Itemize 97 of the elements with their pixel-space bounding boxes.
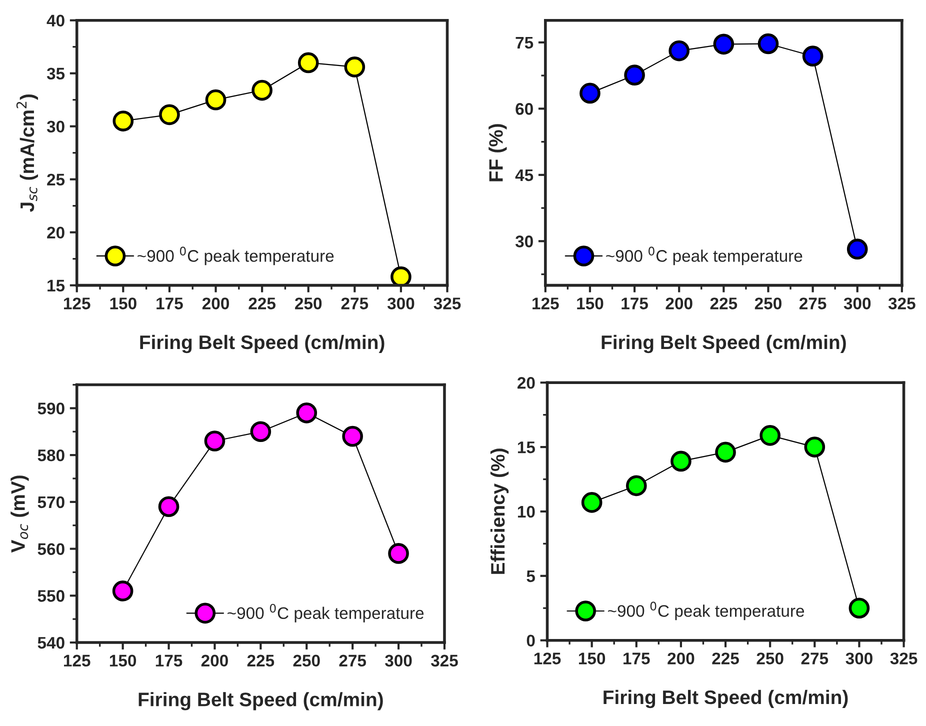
x-tick-label: 125 <box>532 298 559 310</box>
x-tick-label: 175 <box>624 652 650 664</box>
x-tick-label: 250 <box>293 654 320 667</box>
point <box>581 492 602 513</box>
x-tick-label: 225 <box>712 652 739 664</box>
point <box>205 89 226 110</box>
y-tick-label: 25 <box>47 174 65 186</box>
x-tick-label: 150 <box>578 652 606 664</box>
y-tick-label: 75 <box>516 36 534 49</box>
x-tick-label: 325 <box>888 298 916 310</box>
point <box>344 56 366 78</box>
x-tick-label: 250 <box>754 298 782 310</box>
x-tick-label: 300 <box>844 298 871 310</box>
point <box>760 425 781 446</box>
y-tick-label: 560 <box>38 543 64 555</box>
point <box>758 33 779 54</box>
x-tick-label: 175 <box>622 298 648 310</box>
point <box>668 40 690 62</box>
point <box>158 496 180 518</box>
point <box>250 421 272 442</box>
x-tick-label: 325 <box>434 298 461 310</box>
x-tick-label: 150 <box>110 654 136 667</box>
point <box>342 426 363 447</box>
y-tick-label: 40 <box>46 14 64 27</box>
y-tick-label: 10 <box>518 506 535 518</box>
point <box>252 80 272 101</box>
y-axis-title: FF (%) <box>488 124 507 182</box>
point <box>112 580 134 602</box>
x-tick-label: 125 <box>64 654 90 667</box>
x-tick-label: 150 <box>577 298 604 310</box>
point <box>296 402 318 424</box>
x-tick-label: 225 <box>710 298 738 310</box>
x-tick-label: 150 <box>110 298 136 310</box>
point <box>159 104 180 126</box>
legend-label: ~900 $^{0}$C peak temperature <box>138 246 334 266</box>
x-tick-label: 250 <box>756 652 784 664</box>
point <box>848 598 870 619</box>
x-tick-label: 225 <box>248 298 276 310</box>
y-tick-label: 20 <box>47 226 64 239</box>
y-tick-label: 15 <box>48 280 65 292</box>
x-tick-label: 200 <box>201 654 228 667</box>
x-axis-title: Firing Belt Speed (cm/min) <box>138 692 383 710</box>
point <box>390 266 412 286</box>
x-tick-label: 125 <box>534 652 561 664</box>
x-tick-label: 125 <box>64 298 90 310</box>
point <box>670 450 692 472</box>
point <box>715 442 736 463</box>
y-tick-label: 550 <box>38 590 64 602</box>
x-tick-label: 275 <box>339 654 366 667</box>
legend-label: ~900 $^{0}$C peak temperature <box>606 246 802 266</box>
y-tick-label: 580 <box>38 449 64 462</box>
point <box>804 436 826 458</box>
y-axis-title: J$_{sc}$ (mA/cm$^{2}$) <box>16 94 38 212</box>
point <box>802 46 824 67</box>
x-tick-label: 175 <box>156 298 183 310</box>
y-tick-label: 20 <box>518 377 535 389</box>
y-tick-label: 35 <box>46 68 65 80</box>
point <box>388 543 409 564</box>
x-tick-label: 275 <box>341 298 368 310</box>
x-tick-label: 300 <box>387 298 414 310</box>
x-tick-label: 275 <box>799 298 826 310</box>
point <box>624 64 645 86</box>
y-tick-label: 0 <box>526 634 535 647</box>
y-tick-label: 540 <box>38 636 64 649</box>
y-axis-title: Efficiency (%) <box>490 448 509 574</box>
x-axis-title: Firing Belt Speed (cm/min) <box>602 334 846 354</box>
point <box>713 34 734 55</box>
point <box>298 52 319 74</box>
x-tick-label: 325 <box>430 654 458 667</box>
point <box>846 238 868 260</box>
y-tick-label: 45 <box>515 169 534 182</box>
y-axis-title: V$_{oc}$ (mV) <box>10 476 29 553</box>
y-tick-label: 5 <box>526 570 535 582</box>
x-tick-label: 200 <box>668 652 694 664</box>
x-tick-label: 200 <box>202 298 229 310</box>
x-tick-label: 175 <box>156 654 182 667</box>
legend-label: ~900 $^{0}$C peak temperature <box>608 602 804 620</box>
y-tick-label: 590 <box>38 402 64 414</box>
point <box>580 82 600 104</box>
y-tick-label: 15 <box>518 442 535 454</box>
x-axis-title: Firing Belt Speed (cm/min) <box>140 334 384 354</box>
x-tick-label: 225 <box>247 654 274 667</box>
x-tick-label: 300 <box>846 652 872 664</box>
x-tick-label: 200 <box>666 298 692 310</box>
y-tick-label: 30 <box>515 236 533 248</box>
y-tick-label: 60 <box>516 103 533 115</box>
point <box>204 430 226 452</box>
point <box>112 110 134 132</box>
x-tick-label: 300 <box>385 654 412 667</box>
y-tick-label: 30 <box>46 120 64 133</box>
x-tick-label: 325 <box>890 652 918 664</box>
point <box>626 475 647 496</box>
y-tick-label: 570 <box>38 496 64 508</box>
x-axis-title: Firing Belt Speed (cm/min) <box>604 690 848 708</box>
x-tick-label: 250 <box>295 298 322 310</box>
legend-label: ~900 $^{0}$C peak temperature <box>228 604 424 622</box>
x-tick-label: 275 <box>801 652 828 664</box>
